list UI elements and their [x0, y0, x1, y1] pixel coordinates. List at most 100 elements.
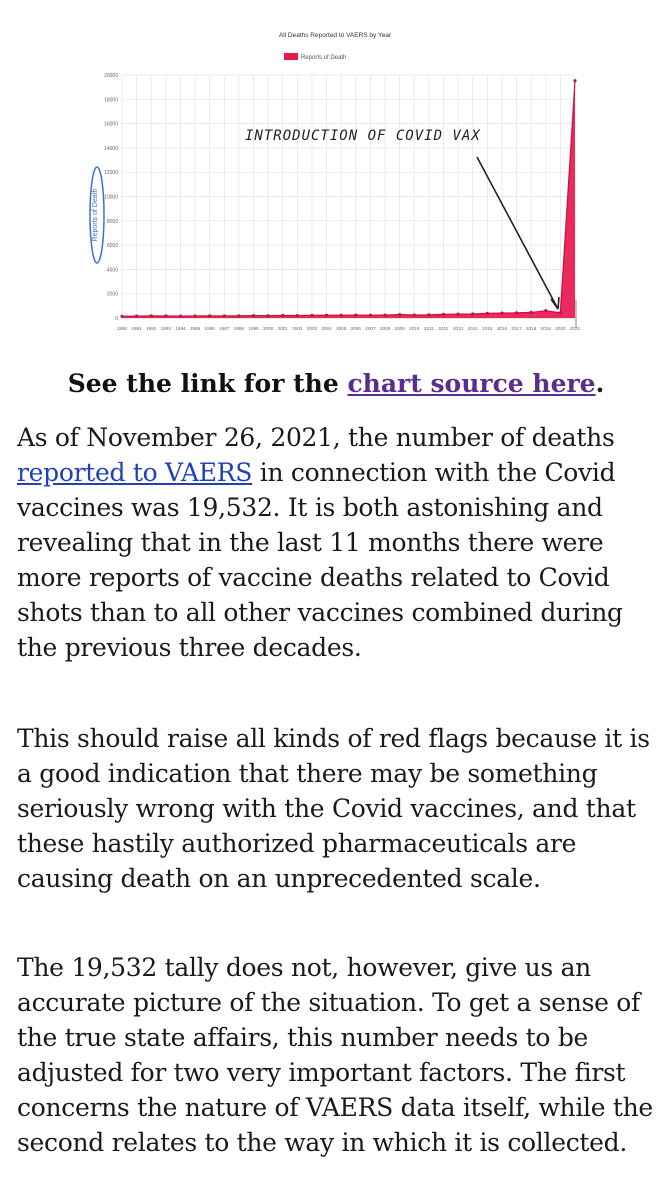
- y-tick-label: 4000: [107, 267, 118, 273]
- data-point: [529, 310, 533, 315]
- y-axis-label: Reports of Death: [92, 188, 99, 241]
- vaers-deaths-chart: 0 2000 4000 6000 8000 10000 12000 14000 16000 180…: [85, 20, 590, 342]
- x-tick-label: 2009: [395, 326, 406, 331]
- x-tick-label: 2011: [424, 326, 434, 331]
- data-point: [456, 312, 460, 316]
- series-area-fill: [122, 80, 575, 318]
- x-tick-label: 2005: [336, 326, 347, 331]
- chart-annotation: INTRODUCTION OF COVID VAX: [245, 128, 481, 144]
- data-point: [281, 313, 285, 318]
- y-tick-label: 12000: [104, 170, 118, 176]
- series-line: [121, 80, 576, 317]
- data-point: [471, 312, 475, 316]
- data-point: [149, 314, 153, 318]
- x-tick-label: 1998: [234, 326, 245, 331]
- x-tick-label: 2013: [453, 326, 464, 331]
- data-point: [339, 313, 343, 317]
- vaers-report-link[interactable]: reported to VAERS: [17, 458, 253, 487]
- chart-title: All Deaths Reported to VAERS by Year: [279, 32, 392, 39]
- data-point: [324, 313, 329, 317]
- data-point: [310, 313, 314, 317]
- x-tick-label: 2002: [292, 326, 303, 331]
- y-tick-label: 16000: [104, 122, 118, 128]
- data-point: [266, 314, 270, 318]
- y-tick-label: 2000: [107, 292, 118, 298]
- paragraph1-before-link: As of November 26, 2021, the number of d…: [17, 423, 615, 452]
- x-tick-label: 1991: [131, 326, 142, 331]
- chart-grid: [121, 74, 577, 328]
- data-point: [251, 313, 256, 318]
- caption-prefix: See the link for the: [67, 369, 348, 398]
- paragraph-tally-adjustment: The 19,532 tally does not, however, give…: [17, 953, 653, 1157]
- chart-source-link[interactable]: chart source here: [347, 369, 596, 398]
- x-tick-label: 1999: [248, 326, 259, 331]
- x-tick-label: 2014: [468, 326, 479, 331]
- data-point: [573, 79, 577, 83]
- x-tick-label: 2015: [482, 326, 493, 331]
- x-tick-label: 2001: [278, 326, 289, 331]
- x-tick-label: 2007: [365, 326, 376, 331]
- x-tick-label: 2012: [438, 326, 449, 331]
- x-tick-label: 2008: [380, 326, 391, 331]
- data-point: [398, 312, 402, 317]
- data-point: [558, 311, 562, 315]
- x-tick-label: 2010: [409, 326, 420, 331]
- x-tick-label: 2003: [307, 326, 318, 331]
- x-tick-label: 1990: [117, 326, 128, 331]
- y-tick-labels: 0 2000 4000 6000 8000 10000 12000 14000 16000 180…: [104, 73, 118, 322]
- data-point: [135, 314, 139, 318]
- y-tick-label: 8000: [107, 219, 118, 225]
- y-tick-label: 14000: [104, 146, 118, 152]
- data-point: [178, 314, 183, 318]
- x-tick-labels: 1990 1991 1992 1993 1994 1995 1996 1997 1998 1999…: [117, 326, 581, 331]
- data-point: [193, 314, 197, 318]
- data-point: [514, 311, 519, 315]
- x-tick-label: 2018: [526, 326, 537, 331]
- y-tick-label: 20000: [104, 73, 118, 79]
- x-tick-label: 1997: [219, 326, 230, 331]
- y-tick-label: 0: [115, 316, 118, 322]
- series-area: [121, 80, 576, 318]
- x-tick-label: 1992: [146, 326, 157, 331]
- x-tick-label: 2020: [555, 326, 566, 331]
- legend-swatch: [284, 53, 298, 60]
- data-point: [237, 314, 241, 318]
- data-point: [544, 309, 548, 313]
- annotation-arrow: [476, 156, 559, 310]
- caption-suffix: .: [595, 369, 605, 398]
- data-point: [368, 313, 373, 317]
- x-tick-label: 1996: [205, 326, 216, 331]
- series-points: [120, 79, 577, 318]
- x-tick-label: 2004: [321, 326, 332, 331]
- x-tick-label: 2021: [570, 326, 581, 331]
- x-tick-label: 2006: [351, 326, 362, 331]
- data-point: [427, 313, 431, 317]
- y-tick-label: 18000: [104, 97, 118, 103]
- data-point: [412, 313, 416, 317]
- data-point: [222, 314, 226, 318]
- ylabel-highlight-circle: [89, 166, 105, 264]
- paragraph1-after-link: in connection with the Covid vaccines wa…: [17, 458, 623, 662]
- x-tick-label: 1994: [175, 326, 186, 331]
- data-point: [485, 311, 489, 315]
- chart-svg: 0 2000 4000 6000 8000 10000 12000 14000 16000 180…: [89, 32, 581, 331]
- data-point: [164, 314, 168, 318]
- x-tick-label: 2017: [511, 326, 522, 331]
- x-tick-label: 2016: [497, 326, 508, 331]
- data-point: [441, 312, 446, 316]
- x-tick-label: 2000: [263, 326, 274, 331]
- legend-label: Reports of Death: [301, 55, 346, 61]
- data-point: [208, 314, 212, 318]
- data-point: [354, 313, 358, 317]
- data-point: [500, 311, 504, 315]
- y-tick-label: 10000: [104, 195, 118, 201]
- annotation-arrowhead: [550, 296, 560, 310]
- x-tick-label: 2019: [541, 326, 552, 331]
- chart-caption: See the link for the chart source here.: [0, 366, 672, 402]
- paragraph-vaers-count: As of November 26, 2021, the number of d…: [17, 420, 663, 665]
- x-tick-label: 1993: [161, 326, 172, 331]
- data-point: [120, 314, 124, 318]
- paragraph-red-flags: This should raise all kinds of red flags…: [17, 724, 650, 893]
- data-point: [295, 313, 299, 318]
- y-tick-label: 6000: [107, 243, 118, 249]
